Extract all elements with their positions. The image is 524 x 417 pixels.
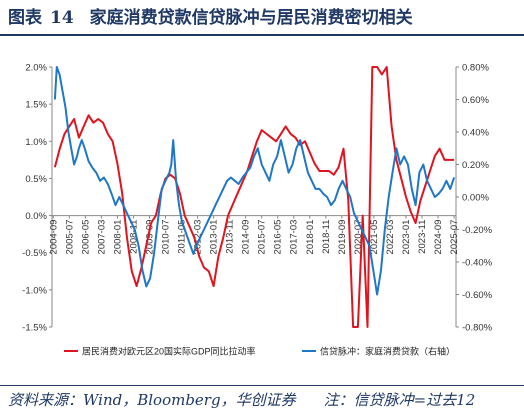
x-tick-label: 2018-11 (321, 220, 332, 254)
x-tick-label: 2004-09 (48, 220, 59, 255)
left-tick-label: -1.5% (22, 323, 47, 334)
x-tick-label: 2021-05 (369, 220, 380, 255)
right-tick-label: 0.00% (462, 193, 489, 204)
x-tick-label: 2011-05 (177, 220, 188, 254)
x-tick-label: 2007-03 (96, 220, 107, 255)
left-tick-label: -0.5% (22, 248, 47, 259)
legend-item-consumption-label: 居民消费对欧元区20国实际GDP同比拉动率 (82, 346, 256, 357)
x-tick-label: 2012-03 (193, 220, 204, 255)
chart-legend: 居民消费对欧元区20国实际GDP同比拉动率 信贷脉冲：家庭消费贷款（右轴） (64, 346, 455, 357)
right-tick-label: -0.60% (462, 290, 493, 301)
right-tick-label: 0.40% (462, 128, 489, 139)
x-tick-label: 2017-03 (289, 220, 300, 255)
consumption-contribution-line (53, 66, 455, 328)
credit-impulse-line (53, 66, 456, 296)
x-tick-label: 2023-01 (401, 220, 412, 255)
x-tick-label: 2013-11 (225, 220, 236, 254)
footnote-text: 注：信贷脉冲=过去12 (323, 391, 476, 409)
x-tick-label: 2019-09 (337, 220, 348, 255)
right-axis-ticks: 0.80% 0.60% 0.40% 0.20% 0.00% -0.20% -0.40% -0.… (456, 63, 493, 334)
left-tick-label: -1.0% (22, 285, 47, 296)
source-rule (0, 385, 524, 386)
left-tick-label: 0.5% (25, 174, 47, 185)
figure-number: 14 (50, 8, 74, 28)
source-text: 资料来源：Wind，Bloomberg，华创证券 (8, 391, 296, 409)
right-tick-label: 0.80% (462, 63, 489, 74)
right-tick-label: 0.60% (462, 95, 489, 106)
chart-title: 图表 14 家庭消费贷款信贷脉冲与居民消费密切相关 (8, 4, 413, 32)
x-tick-label: 2022-03 (385, 220, 396, 255)
x-tick-label: 2008-01 (112, 220, 123, 255)
right-tick-label: -0.80% (462, 323, 493, 334)
x-tick-label: 2023-11 (417, 220, 428, 254)
x-axis-ticks: 2004-09 2005-07 2006-05 2007-03 2008-01 2008-… (48, 215, 460, 255)
figure-label: 图表 (8, 8, 42, 28)
left-tick-label: 0.0% (25, 211, 47, 222)
left-axis-ticks: 2.0% 1.5% 1.0% 0.5% 0.0% -0.5% -1.0% -1.5% (22, 63, 52, 334)
x-tick-label: 2018-01 (305, 220, 316, 255)
right-tick-label: -0.20% (462, 225, 493, 236)
x-tick-label: 2013-01 (209, 220, 220, 255)
title-rule (0, 34, 524, 36)
x-tick-label: 2005-07 (64, 220, 75, 255)
x-tick-label: 2014-09 (241, 220, 252, 255)
line-chart: 2.0% 1.5% 1.0% 0.5% 0.0% -0.5% -1.0% -1.5% 0.80… (22, 63, 493, 357)
left-tick-label: 1.0% (25, 137, 47, 148)
x-tick-label: 2006-05 (80, 220, 91, 255)
x-tick-label: 2016-05 (273, 220, 284, 255)
x-tick-label: 2009-09 (144, 220, 155, 255)
source-note: 资料来源：Wind，Bloomberg，华创证券 注：信贷脉冲=过去12 (8, 389, 475, 410)
title-text: 家庭消费贷款信贷脉冲与居民消费密切相关 (89, 8, 413, 28)
x-tick-label: 2020-07 (353, 220, 364, 255)
legend-item-credit-impulse-label: 信贷脉冲：家庭消费贷款（右轴） (320, 346, 455, 357)
left-tick-label: 1.5% (25, 100, 47, 111)
x-tick-label: 2015-07 (257, 220, 268, 255)
series-lines (53, 66, 456, 328)
right-tick-label: 0.20% (462, 160, 489, 171)
left-tick-label: 2.0% (25, 63, 47, 74)
right-tick-label: -0.40% (462, 258, 493, 269)
x-tick-label: 2010-07 (161, 220, 172, 255)
x-tick-label: 2024-09 (433, 220, 444, 255)
x-tick-label: 2025-07 (449, 220, 460, 255)
x-tick-label: 2008-11 (128, 220, 139, 254)
